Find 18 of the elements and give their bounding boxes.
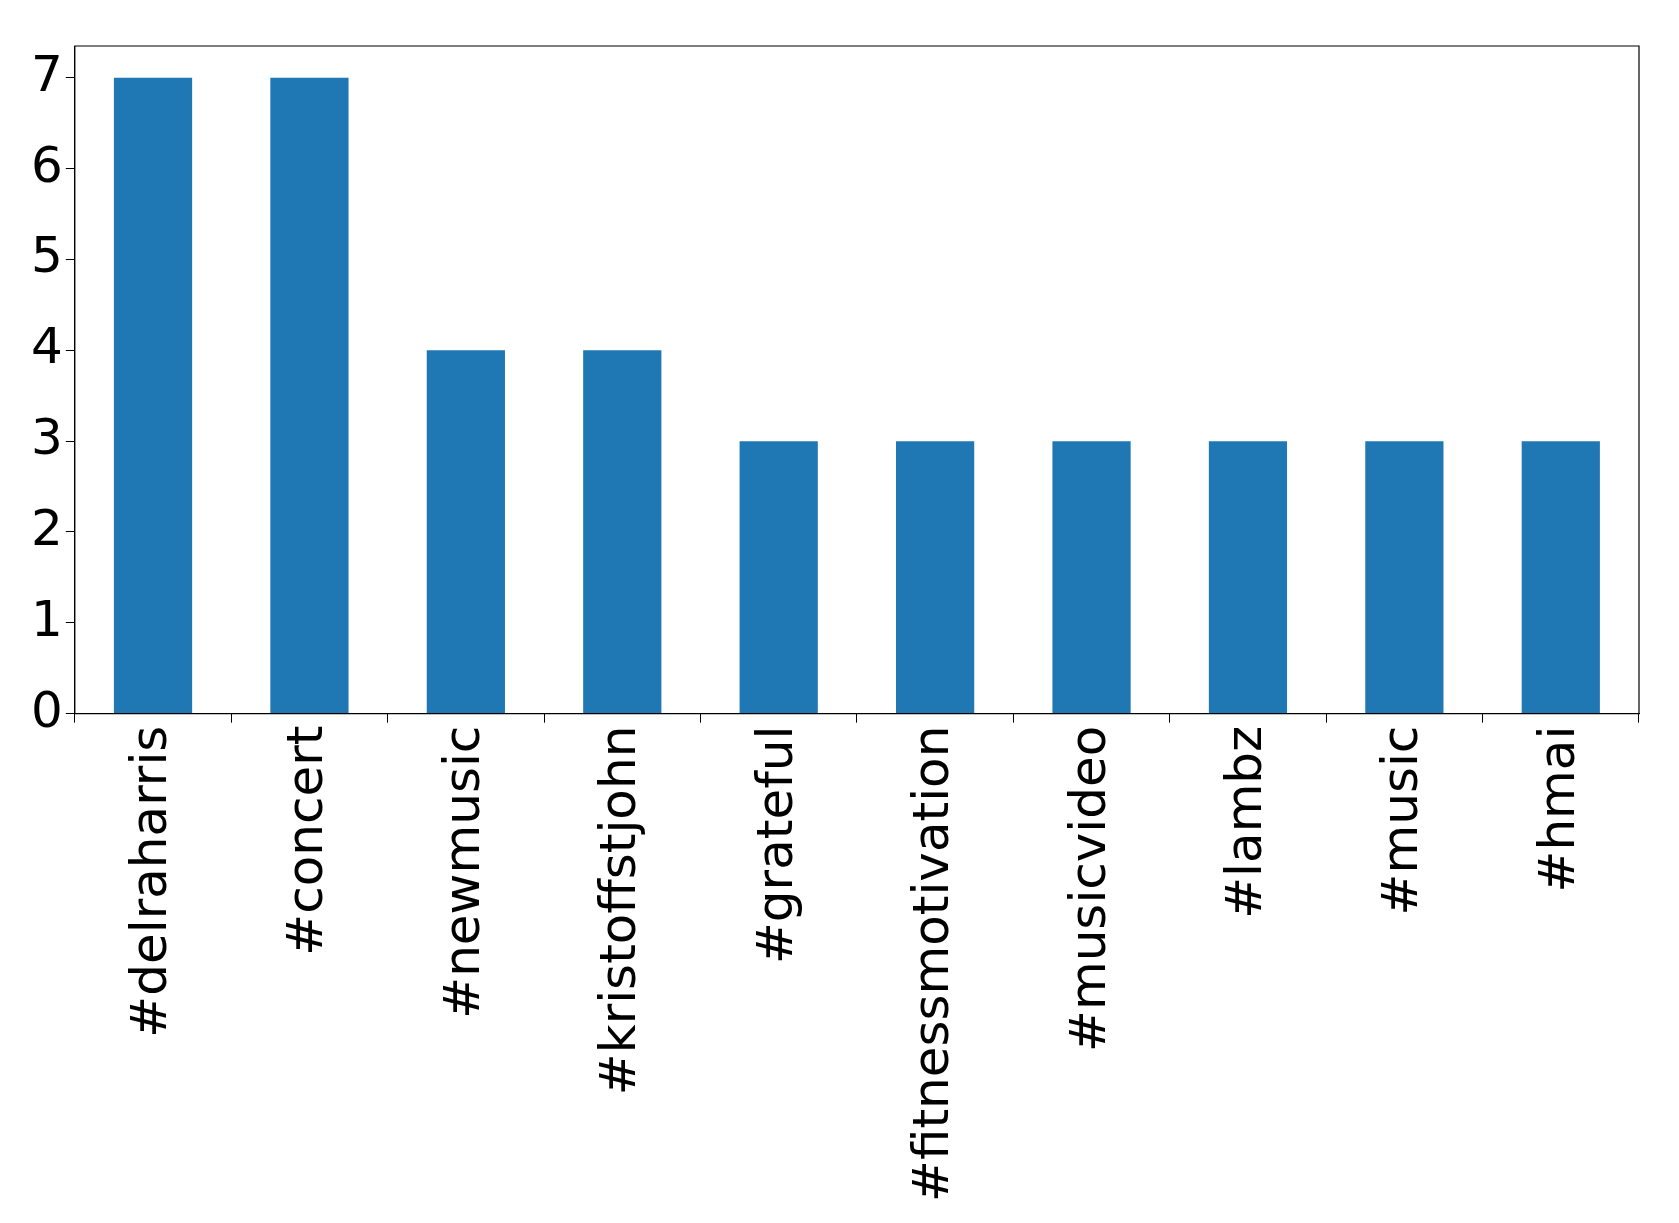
y-tick-label: 2: [31, 498, 63, 557]
x-tick-label: #kristoffstjohn: [589, 725, 648, 1096]
x-tick-label: #lambz: [1214, 725, 1273, 919]
x-tick-label: #grateful: [745, 725, 804, 965]
x-tick-label: #fitnessmotivation: [902, 725, 961, 1202]
x-tick-label: #newmusic: [432, 725, 491, 1019]
y-tick-label: 4: [31, 317, 63, 376]
x-tick-label: #music: [1371, 725, 1430, 916]
y-tick-label: 7: [31, 44, 63, 103]
y-tick-label: 5: [31, 226, 63, 285]
y-tick-label: 1: [31, 589, 63, 648]
y-tick-label: 0: [31, 680, 63, 739]
x-tick-label: #concert: [276, 725, 335, 956]
y-tick-label: 6: [31, 135, 63, 194]
x-tick-label: #musicvideo: [1058, 725, 1117, 1052]
x-tick-label: #delraharris: [120, 725, 179, 1038]
x-tick-label: #hmai: [1527, 725, 1586, 893]
y-tick-label: 3: [31, 408, 63, 467]
